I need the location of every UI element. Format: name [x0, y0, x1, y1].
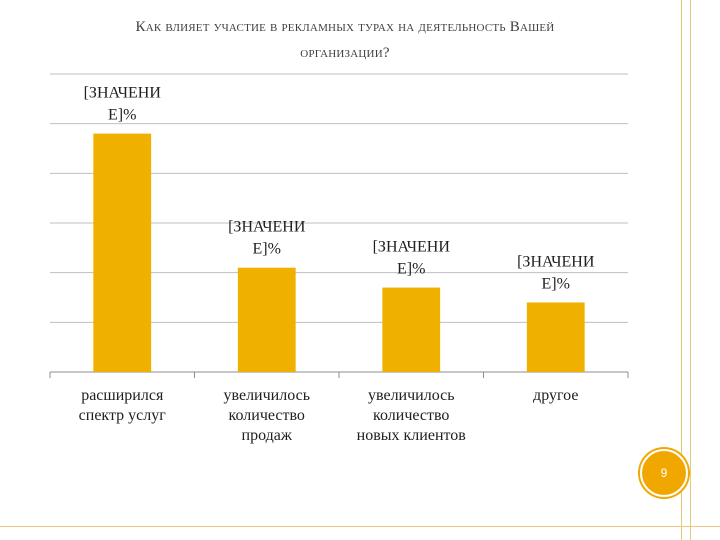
title-line-1: Как влияет участие в рекламных турах на …: [135, 19, 555, 35]
category-label: количество: [229, 407, 305, 424]
category-label: расширился: [81, 387, 164, 404]
category-label: другое: [533, 387, 578, 404]
bar: [237, 267, 296, 372]
data-label: Е]%: [253, 241, 281, 258]
category-label: увеличилось: [368, 387, 455, 404]
data-label: Е]%: [397, 261, 425, 278]
data-label: Е]%: [108, 107, 136, 124]
data-label: [ЗНАЧЕНИ: [517, 253, 595, 270]
bar: [526, 302, 585, 372]
decorative-frame-right: [681, 0, 691, 540]
category-label: новых клиентов: [357, 427, 467, 444]
data-label: [ЗНАЧЕНИ: [228, 219, 306, 236]
slide-number-badge: 9: [640, 449, 688, 497]
data-label: [ЗНАЧЕНИ: [84, 85, 162, 102]
chart-title: Как влияет участие в рекламных турах на …: [40, 14, 650, 66]
category-label: продаж: [242, 427, 293, 444]
title-line-2: организации?: [300, 45, 390, 61]
decorative-frame-bottom: [0, 526, 720, 527]
bar: [382, 287, 441, 372]
category-label: спектр услуг: [79, 407, 167, 424]
data-label: Е]%: [542, 275, 570, 292]
bar: [93, 133, 152, 372]
category-label: количество: [373, 407, 449, 424]
data-label: [ЗНАЧЕНИ: [373, 239, 451, 256]
category-label: увеличилось: [224, 387, 311, 404]
